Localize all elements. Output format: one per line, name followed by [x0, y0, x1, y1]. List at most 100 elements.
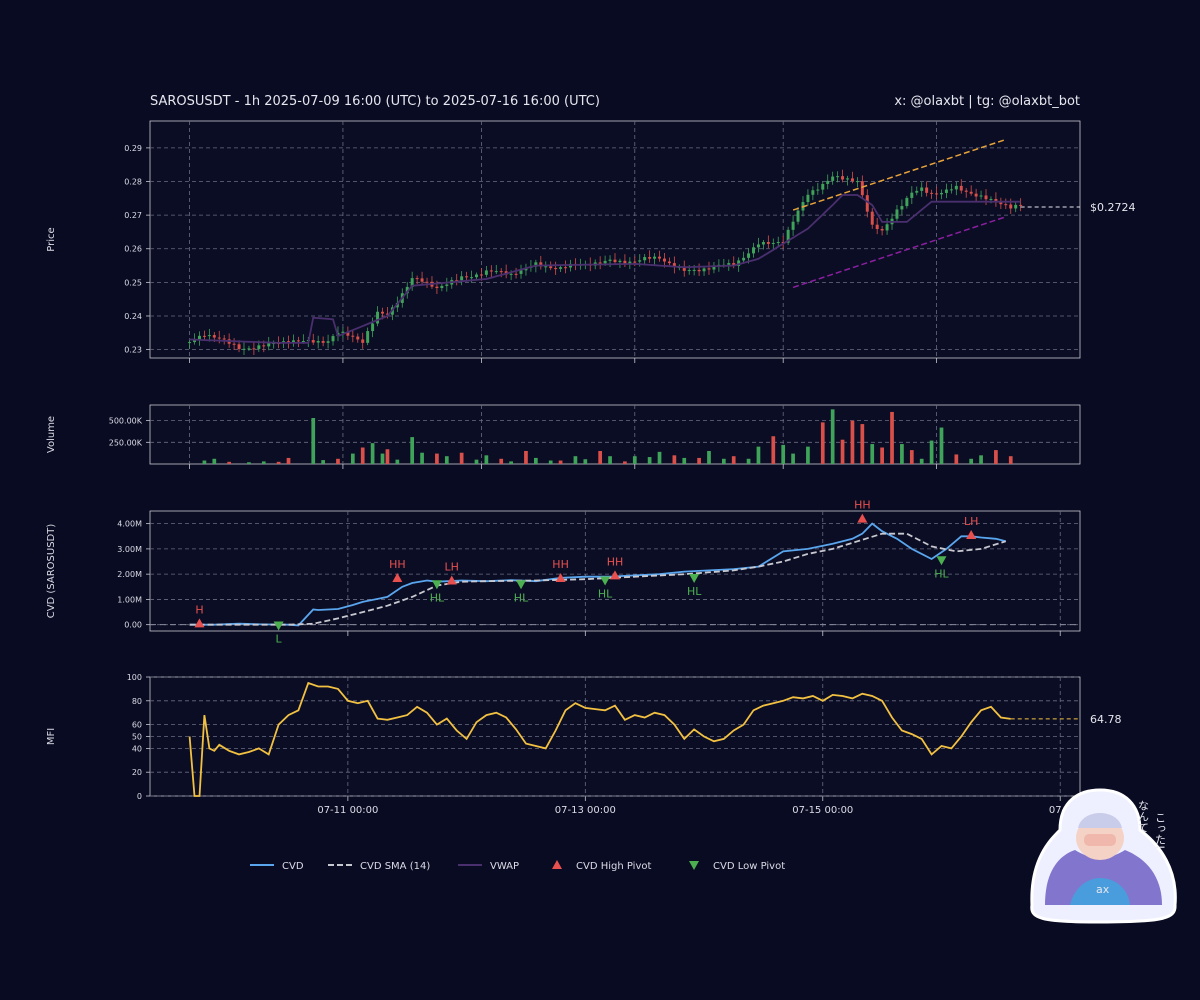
volume-bar: [870, 444, 875, 464]
cvd-low-pivot-label: HL: [687, 585, 702, 598]
y-tick-label: 0.24: [124, 312, 142, 321]
candle-body: [831, 176, 835, 181]
cvd-low-pivot-marker: [516, 580, 527, 590]
y-tick-label: 0.29: [124, 144, 142, 153]
candle-body: [999, 201, 1003, 205]
candle-body: [301, 341, 305, 343]
candle-body: [197, 335, 201, 340]
candle-body: [633, 261, 637, 263]
volume-bar: [647, 457, 652, 464]
candle-body: [232, 343, 236, 345]
volume-bar: [781, 444, 786, 464]
candle-body: [742, 257, 746, 261]
candle-body: [371, 323, 375, 332]
candle-body: [811, 190, 815, 195]
candle-body: [910, 192, 914, 198]
candle-body: [643, 257, 647, 261]
candle-body: [885, 224, 889, 231]
candle-body: [984, 195, 988, 200]
candle-body: [252, 348, 256, 350]
candle-body: [826, 180, 830, 184]
cvd-low-pivot-marker: [936, 556, 947, 566]
candle-body: [994, 198, 998, 202]
candle-body: [860, 181, 864, 196]
candle-body: [460, 276, 464, 281]
candle-body: [653, 256, 657, 259]
volume-bar: [385, 449, 390, 464]
volume-bar: [276, 461, 281, 464]
candle-body: [509, 273, 513, 275]
candle-body: [732, 263, 736, 266]
volume-bar: [860, 424, 865, 464]
candle-body: [806, 194, 810, 203]
mfi-line: [188, 681, 1011, 797]
cvd-high-pivot-label: HH: [552, 558, 569, 571]
mascot-jacket: [1045, 850, 1162, 905]
y-tick-label: 250.00K: [109, 438, 143, 447]
candle-body: [841, 176, 845, 180]
candle-body: [465, 276, 469, 278]
x-tick-label: 07-13 00:00: [555, 805, 616, 816]
candle-body: [534, 262, 538, 267]
candle-body: [791, 221, 795, 230]
y-tick-label: 40: [132, 744, 142, 753]
volume-bar: [360, 447, 365, 464]
candle-body: [761, 242, 765, 245]
candle-body: [658, 256, 662, 259]
legend-label: CVD High Pivot: [576, 861, 651, 872]
y-tick-label: 2.00M: [117, 570, 142, 579]
y-axis-label: Price: [46, 227, 57, 251]
y-tick-label: 4.00M: [117, 520, 142, 529]
cvd-sma-line: [189, 532, 1007, 626]
resistance-trendline: [792, 138, 1007, 211]
volume-bar: [697, 457, 701, 464]
y-tick-label: 1.00M: [117, 595, 142, 604]
candle-body: [217, 337, 221, 339]
cvd-low-pivot-label: HL: [598, 587, 613, 600]
legend-label: CVD SMA (14): [360, 861, 430, 872]
cvd-high-pivot-label: LH: [964, 515, 978, 528]
cvd-low-pivot-marker: [273, 621, 284, 631]
volume-bar: [623, 461, 627, 464]
volume-bar: [657, 451, 662, 464]
x-tick-label: 07-1: [1049, 805, 1072, 816]
y-tick-label: 0.23: [124, 346, 142, 355]
candle-body: [662, 258, 666, 262]
volume-bar: [202, 460, 207, 464]
y-tick-label: 0: [137, 792, 142, 801]
candle-body: [321, 340, 325, 343]
y-tick-label: 20: [132, 768, 142, 777]
volume-bar: [311, 418, 316, 464]
cvd-line: [189, 522, 1007, 627]
volume-bar: [395, 459, 400, 464]
cvd-panel: 0.00 1.00M 2.00M 3.00M 4.00M CVD (SAROSUSDT) H…: [46, 499, 1081, 645]
volume-bar: [212, 458, 217, 464]
volume-bar: [979, 455, 983, 464]
candle-body: [291, 340, 295, 344]
candle-body: [311, 340, 315, 343]
volume-bar: [850, 420, 855, 464]
candle-body: [771, 242, 775, 244]
candle-body: [484, 270, 488, 275]
cvd-high-pivot-label: HH: [389, 558, 406, 571]
legend-label: VWAP: [490, 861, 519, 872]
candle-body: [796, 210, 800, 222]
candle-body: [935, 193, 939, 195]
cvd-high-pivot-marker: [966, 530, 977, 539]
candle-body: [737, 260, 741, 266]
candle-body: [257, 345, 261, 349]
candle-body: [608, 259, 612, 261]
cvd-low-pivot-label: HL: [934, 567, 949, 580]
candle-body: [687, 270, 691, 272]
candle-body: [682, 266, 686, 271]
cvd-high-pivot-marker: [857, 513, 868, 523]
candle-body: [603, 260, 607, 264]
volume-bar: [820, 422, 825, 464]
volume-bar: [929, 440, 934, 464]
volume-bar: [919, 458, 924, 464]
mascot-logo: ax: [1096, 883, 1110, 896]
y-tick-label: 500.00K: [109, 417, 143, 426]
candle-body: [212, 335, 216, 338]
mascot-caption-2: なんて: [1137, 800, 1150, 833]
candle-body: [415, 278, 419, 280]
